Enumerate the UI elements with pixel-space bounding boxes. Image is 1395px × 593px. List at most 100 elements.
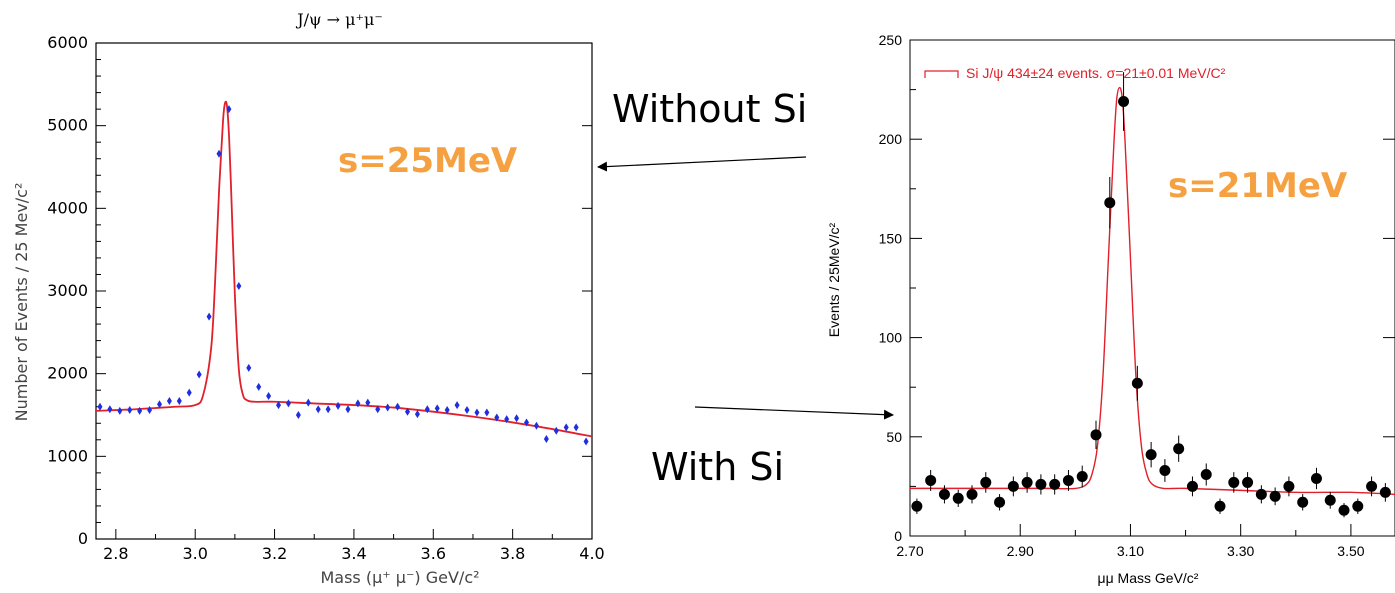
right-x-axis: 2.70 2.90 3.10 3.30 3.50 (896, 524, 1365, 559)
comparison-callouts: Without Si With Si (597, 87, 894, 489)
x-tick-label: 2.8 (103, 544, 128, 563)
y-tick-label: 1000 (47, 446, 88, 465)
data-point (1242, 476, 1254, 488)
data-point (524, 418, 530, 427)
data-point (1379, 486, 1391, 498)
data-point (196, 370, 202, 379)
left-chart: J/ψ → μ⁺μ⁻ 0 1000 2000 3000 4000 5000 6000 2.8… (12, 10, 605, 587)
data-point (1324, 494, 1336, 506)
data-point (1104, 197, 1116, 209)
data-point (1145, 449, 1157, 461)
data-point (925, 474, 937, 486)
with-si-label: With Si (651, 445, 784, 489)
data-point (553, 426, 559, 435)
data-point (1352, 500, 1364, 512)
data-point (494, 413, 500, 422)
y-tick-label: 6000 (47, 33, 88, 52)
data-point (107, 405, 113, 414)
x-tick-label: 3.2 (262, 544, 287, 563)
data-point (216, 149, 222, 158)
data-point (583, 437, 589, 446)
x-tick-label: 3.6 (421, 544, 446, 563)
data-point (454, 401, 460, 410)
data-point (385, 403, 391, 412)
data-point (1159, 465, 1171, 477)
data-point (1118, 96, 1130, 108)
data-point (1090, 429, 1102, 441)
y-tick-label: 250 (879, 32, 903, 48)
y-tick-label: 150 (879, 230, 903, 246)
data-point (938, 488, 950, 500)
x-tick-label: 2.90 (1007, 543, 1034, 559)
x-tick-label: 4.0 (579, 544, 604, 563)
data-point (137, 406, 143, 415)
data-point (1269, 490, 1281, 502)
data-point (176, 396, 182, 405)
data-point (1035, 478, 1047, 490)
right-resolution-label: s=21MeV (1168, 166, 1348, 206)
data-point (117, 406, 123, 415)
right-plot-frame (909, 39, 1395, 537)
left-x-axis-label: Mass (μ⁺ μ⁻) GeV/c² (320, 568, 479, 587)
data-point (365, 398, 371, 407)
x-tick-label: 3.4 (341, 544, 366, 563)
data-point (434, 404, 440, 413)
data-point (1200, 468, 1212, 480)
y-tick-label: 50 (886, 429, 902, 445)
x-tick-label: 3.10 (1117, 543, 1144, 559)
data-point (1366, 480, 1378, 492)
data-point (1173, 443, 1185, 455)
right-y-axis: 0 50 100 150 200 250 (879, 32, 1395, 544)
data-point (166, 396, 172, 405)
right-fit-curve (910, 86, 1395, 496)
legend-swatch (924, 70, 959, 78)
data-point (285, 399, 291, 408)
data-point (256, 382, 262, 391)
left-y-axis-label: Number of Events / 25 Mev/c² (12, 183, 31, 422)
x-tick-label: 3.8 (500, 544, 525, 563)
left-x-axis: 2.8 3.0 3.2 3.4 3.6 3.8 4.0 (103, 529, 605, 563)
data-point (474, 408, 480, 417)
data-point (355, 399, 361, 408)
data-point (1214, 500, 1226, 512)
data-point (1131, 377, 1143, 389)
data-point (484, 408, 490, 417)
data-point (315, 405, 321, 414)
data-point (395, 402, 401, 411)
left-resolution-label: s=25MeV (338, 141, 518, 181)
data-point (1255, 488, 1267, 500)
data-point (444, 406, 450, 415)
data-point (911, 500, 923, 512)
data-point (464, 406, 470, 415)
x-tick-label: 3.50 (1337, 543, 1364, 559)
data-point (186, 388, 192, 397)
y-tick-label: 0 (78, 529, 88, 548)
data-point (276, 401, 282, 410)
data-point (305, 398, 311, 407)
data-point (226, 105, 232, 114)
data-point (325, 405, 331, 414)
data-point (952, 492, 964, 504)
data-point (1228, 476, 1240, 488)
data-point (156, 400, 162, 409)
data-point (97, 402, 103, 411)
data-point (345, 405, 351, 414)
without-si-arrow (597, 156, 807, 172)
data-point (980, 476, 992, 488)
data-point (514, 414, 520, 423)
y-tick-label: 3000 (47, 281, 88, 300)
data-point (563, 423, 569, 432)
data-point (1076, 470, 1088, 482)
data-point (1021, 476, 1033, 488)
y-tick-label: 200 (879, 131, 903, 147)
right-legend-text: Si J/ψ 434±24 events. σ=21±0.01 MeV/C² (966, 65, 1226, 81)
y-tick-label: 100 (879, 330, 903, 346)
y-tick-label: 4000 (47, 198, 88, 217)
data-point (1049, 478, 1061, 490)
data-point (994, 496, 1006, 508)
data-point (1283, 480, 1295, 492)
data-point (966, 488, 978, 500)
data-point (335, 401, 341, 410)
data-point (375, 405, 381, 414)
